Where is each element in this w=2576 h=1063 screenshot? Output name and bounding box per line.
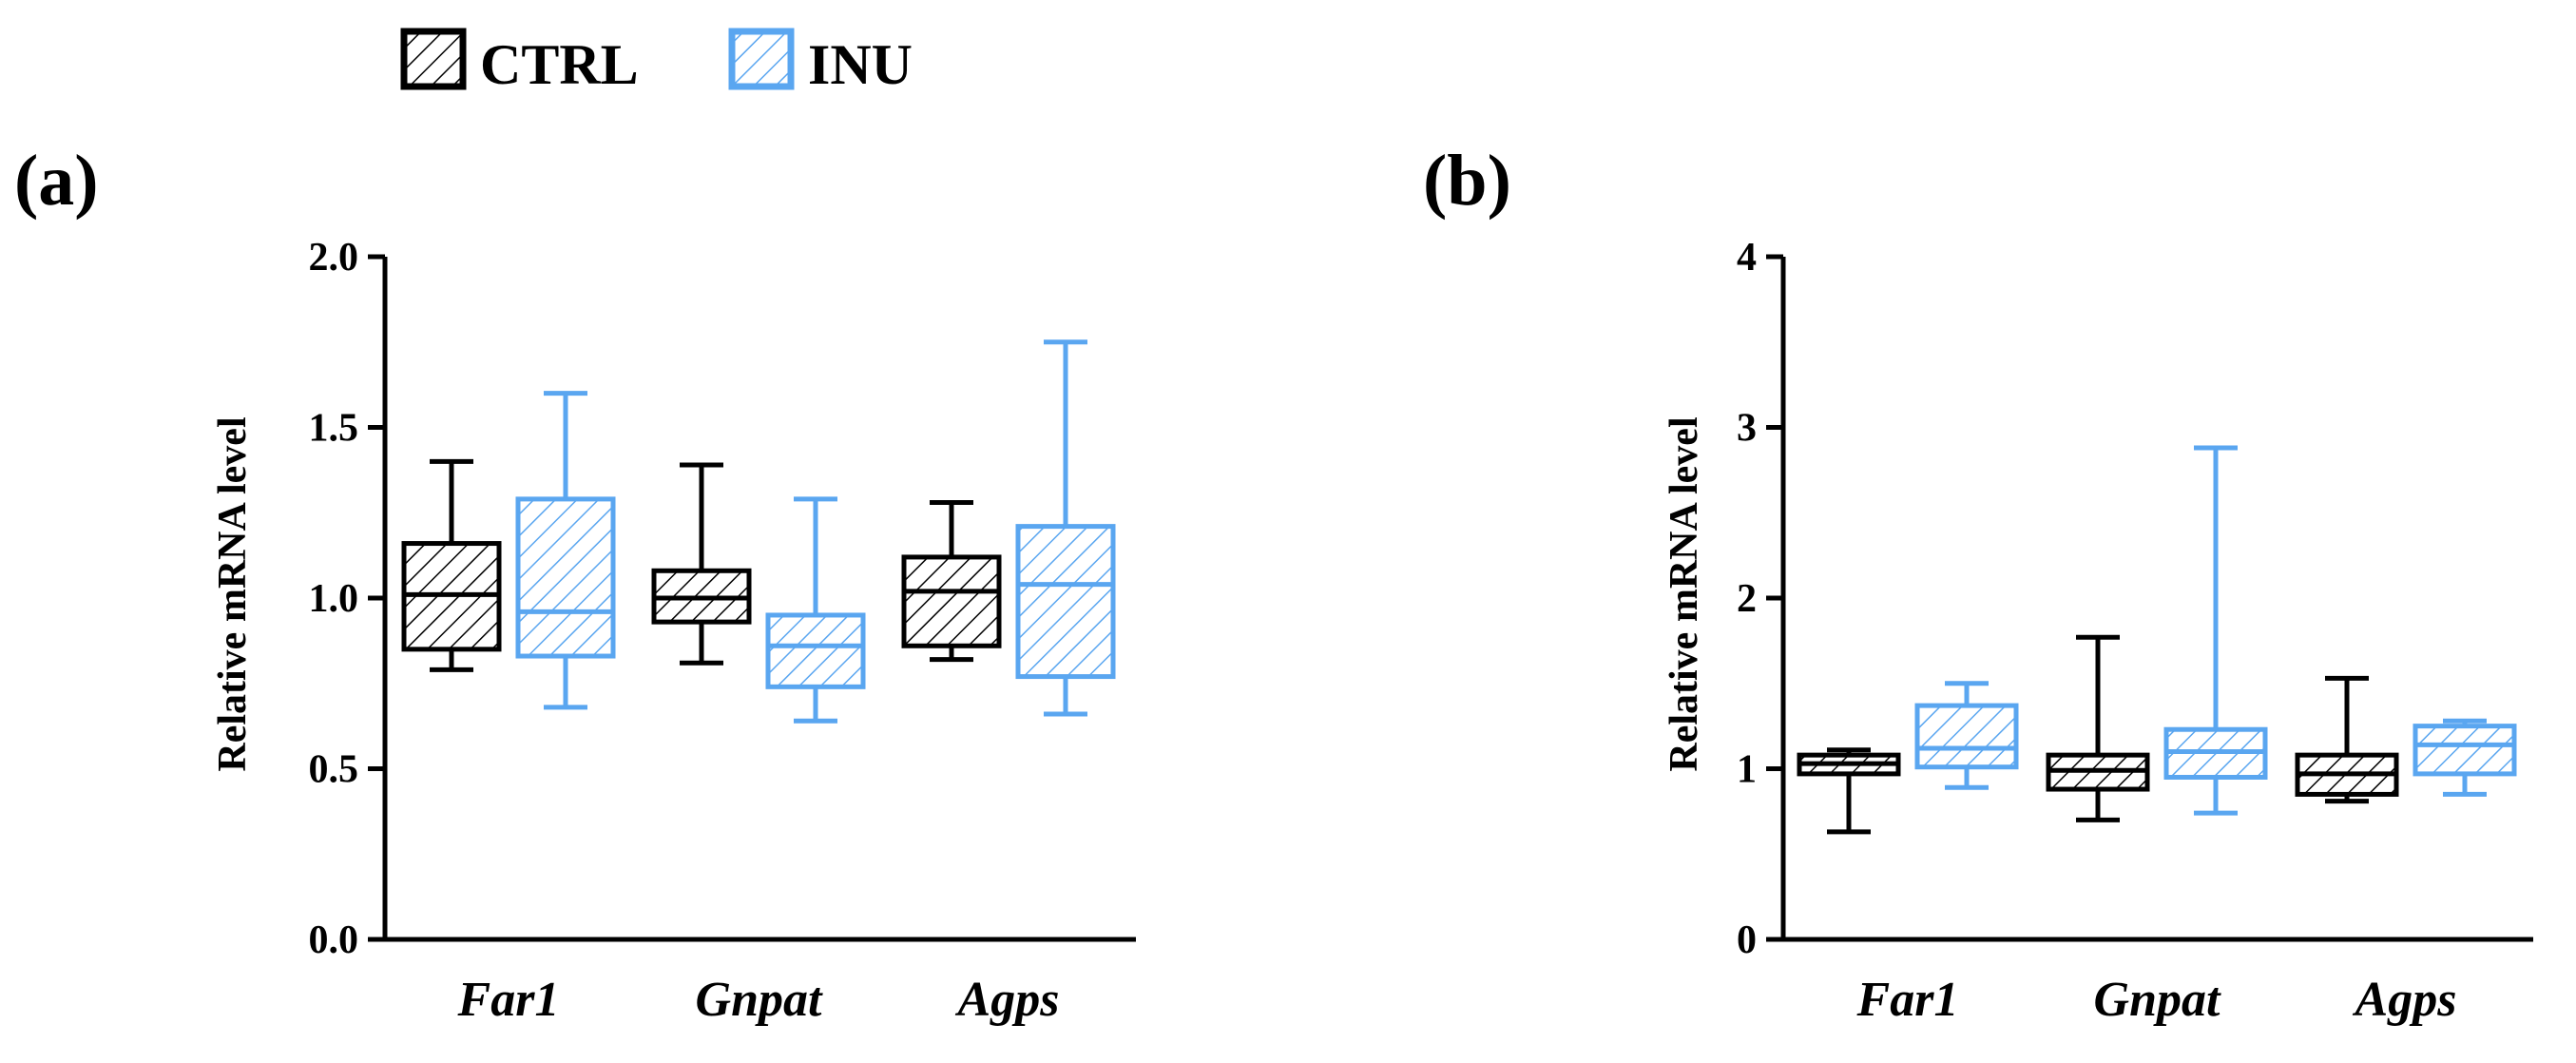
- boxes-a: [401, 339, 1116, 724]
- legend-swatch-inu: [728, 28, 795, 90]
- box-a-inu-far1: [515, 391, 616, 710]
- y-tick-label-b-3: 3: [1737, 407, 1757, 451]
- legend-swatch-ctrl: [400, 28, 467, 90]
- y-tick-label-a-0: 0.0: [309, 918, 359, 962]
- box-b-ctrl-far1: [1797, 747, 1901, 835]
- y-tick-label-a-3: 1.5: [309, 407, 359, 451]
- y-tick-label-b-0: 0: [1737, 918, 1757, 962]
- x-category-label-b-gnpat: Gnpat: [2094, 973, 2221, 1027]
- y-tick-label-a-1: 0.5: [309, 748, 359, 792]
- x-category-label-b-agps: Agps: [2353, 973, 2457, 1027]
- box-a-ctrl-gnpat: [651, 462, 752, 666]
- box-iqr: [1914, 703, 2019, 770]
- box-iqr: [1015, 524, 1116, 680]
- box-b-ctrl-agps: [2295, 675, 2399, 804]
- panel-b: (b) Relative mRNA level 0 1 2 3 4 Far1 Gnpat A…: [1423, 141, 2533, 1027]
- categories-a: Far1 Gnpat Agps: [457, 973, 1060, 1027]
- box-iqr: [2413, 724, 2517, 777]
- box-b-inu-far1: [1914, 681, 2019, 790]
- legend-item-inu: INU: [728, 28, 913, 96]
- box-iqr: [901, 554, 1002, 648]
- y-tick-label-b-2: 2: [1737, 577, 1757, 621]
- box-a-inu-agps: [1015, 339, 1116, 717]
- legend-item-ctrl: CTRL: [400, 28, 639, 96]
- x-category-label-a-agps: Agps: [955, 973, 1060, 1027]
- x-category-label-a-gnpat: Gnpat: [696, 973, 823, 1027]
- box-b-inu-agps: [2413, 718, 2517, 797]
- y-ticks-b: 0 1 2 3 4: [1737, 236, 1783, 962]
- boxes-b: [1797, 445, 2517, 835]
- panel-a: (a) Relative mRNA level 0.00.51.01.52.0 …: [14, 141, 1136, 1027]
- y-ticks-a: 0.0 0.5 1.0 1.5 2.0: [309, 236, 385, 962]
- panel-label-a: (a): [14, 141, 99, 221]
- y-tick-label-b-1: 1: [1737, 748, 1757, 792]
- x-category-label-a-far1: Far1: [457, 973, 560, 1027]
- box-a-ctrl-far1: [401, 458, 502, 672]
- y-axis-label-b: Relative mRNA level: [1663, 416, 1706, 771]
- box-iqr: [765, 612, 866, 689]
- x-category-label-b-far1: Far1: [1856, 973, 1959, 1027]
- box-a-inu-gnpat: [765, 496, 866, 724]
- y-tick-label-b-4: 4: [1737, 236, 1757, 280]
- legend-label-inu: INU: [808, 33, 913, 96]
- y-tick-label-a-4: 2.0: [309, 236, 359, 280]
- box-b-inu-gnpat: [2163, 445, 2268, 816]
- y-axis-label-a: Relative mRNA level: [211, 416, 255, 771]
- categories-b: Far1 Gnpat Agps: [1856, 973, 2457, 1027]
- y-tick-label-a-2: 1.0: [309, 577, 359, 621]
- legend: CTRL INU: [400, 28, 913, 96]
- box-b-ctrl-gnpat: [2046, 634, 2150, 822]
- box-a-ctrl-agps: [901, 499, 1002, 663]
- panel-label-b: (b): [1423, 141, 1511, 221]
- box-iqr: [515, 496, 616, 659]
- legend-label-ctrl: CTRL: [480, 33, 639, 96]
